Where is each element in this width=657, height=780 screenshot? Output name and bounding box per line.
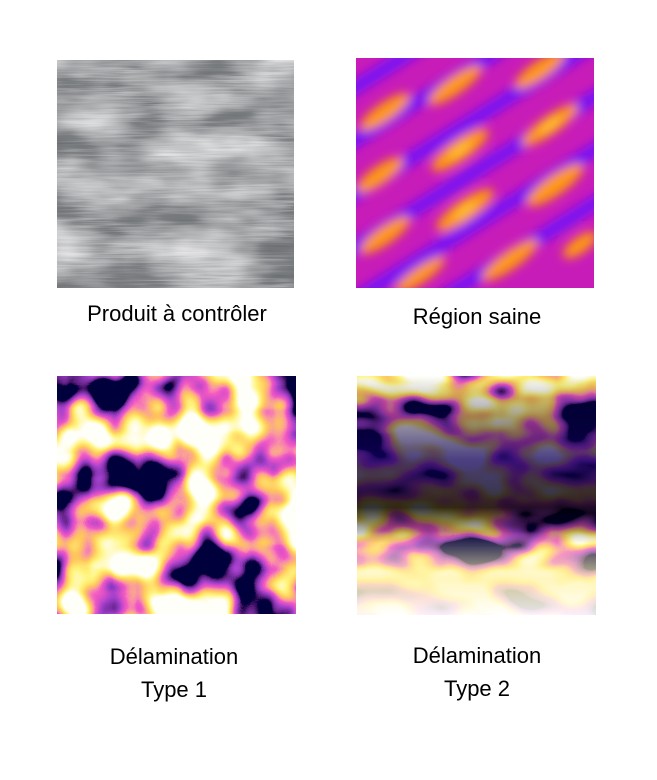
image-product bbox=[57, 60, 294, 288]
image-delamination-1 bbox=[57, 376, 296, 614]
caption: Région saine bbox=[413, 304, 541, 329]
image-delamination-2 bbox=[357, 376, 596, 615]
caption: Type 1 bbox=[141, 677, 207, 702]
captions: Produit à contrôler Région saine Délaminat… bbox=[87, 301, 541, 702]
caption: Délamination bbox=[413, 643, 541, 668]
image-healthy-region bbox=[356, 58, 594, 288]
caption: Produit à contrôler bbox=[87, 301, 267, 326]
caption: Type 2 bbox=[444, 676, 510, 701]
caption: Délamination bbox=[110, 644, 238, 669]
